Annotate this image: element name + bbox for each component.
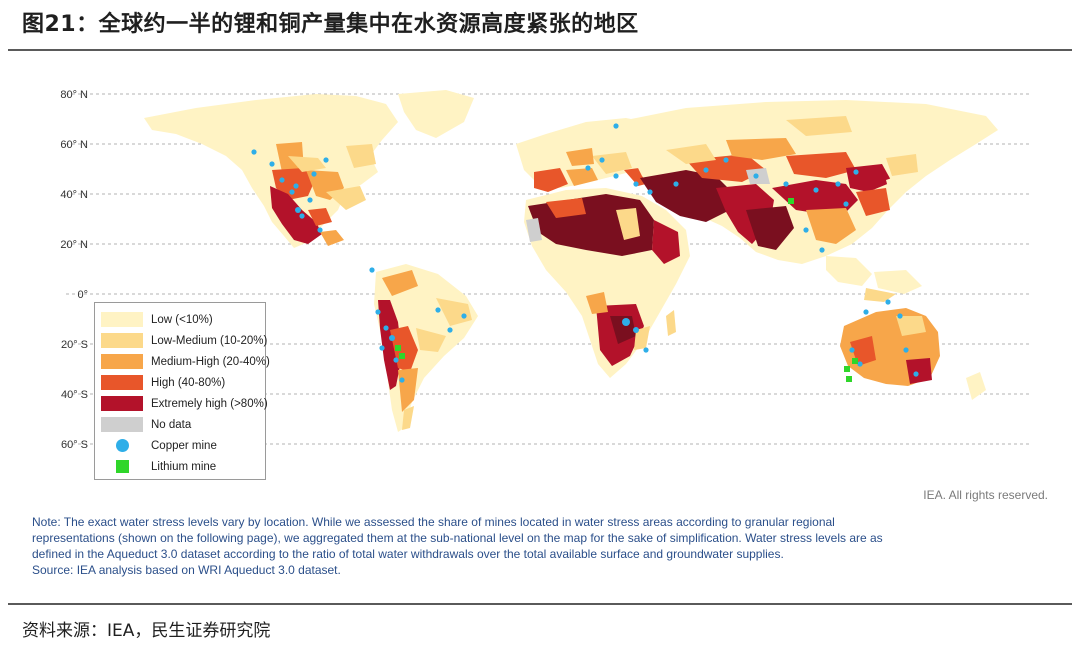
lat-label-60n: 60° N [60,139,88,151]
legend-swatch [101,333,143,348]
legend-swatch [101,417,143,432]
legend-item-high: High (40-80%) [101,372,259,393]
legend-item-no-data: No data [101,414,259,435]
legend-swatch [101,354,143,369]
lithium-mines [395,198,858,382]
asia [626,100,998,264]
map-legend: Low (<10%) Low-Medium (10-20%) Medium-Hi… [94,302,270,480]
legend-item-low: Low (<10%) [101,309,259,330]
legend-label: Low (<10%) [151,313,213,326]
page-title: 图21：全球约一半的锂和铜产量集中在水资源高度紧张的地区 [22,12,639,37]
title-divider [8,49,1072,51]
legend-label: Lithium mine [151,460,217,473]
legend-label: Medium-High (20-40%) [151,355,270,368]
legend-label: Low-Medium (10-20%) [151,334,268,347]
copper-mines [251,123,919,383]
legend-swatch [101,396,143,411]
rights-notice: IEA. All rights reserved. [923,488,1048,502]
lat-label-80n: 80° N [60,89,88,101]
page-source: 资料来源：IEA，民生证券研究院 [22,621,271,641]
legend-item-medium-high: Medium-High (20-40%) [101,351,270,372]
lithium-mine-icon [115,460,129,473]
lat-label-40s: 40° S [61,389,88,401]
africa [524,188,690,378]
legend-swatch [101,312,143,327]
greenland [398,90,474,138]
legend-label: Extremely high (>80%) [151,397,268,410]
lat-label-20n: 20° N [60,239,88,251]
legend-swatch [101,375,143,390]
legend-label: No data [151,418,192,431]
water-stress-map-figure: 80° N 60° N 40° N 20° N 0° 20° S 40° S 6… [26,60,1056,590]
map-note: Note: The exact water stress levels vary… [32,514,1052,578]
europe [516,118,666,192]
legend-label: Copper mine [151,439,217,452]
lat-label-60s: 60° S [61,439,88,451]
north-america [144,94,398,248]
legend-item-low-medium: Low-Medium (10-20%) [101,330,267,351]
australia [840,308,986,400]
source-divider [8,603,1072,605]
note-source-line: Source: IEA analysis based on WRI Aquedu… [32,563,341,577]
southeast-asia [826,256,922,302]
note-line: representations (shown on the following … [32,531,883,545]
legend-item-copper-mine: Copper mine [101,435,259,456]
south-america [374,264,478,432]
copper-mine-icon [115,439,129,452]
note-line: defined in the Aqueduct 3.0 dataset acco… [32,547,784,561]
note-line: Note: The exact water stress levels vary… [32,515,835,529]
latitude-labels: 80° N 60° N 40° N 20° N 0° 20° S 40° S 6… [60,89,88,451]
lat-label-20s: 20° S [61,339,88,351]
legend-item-lithium-mine: Lithium mine [101,456,259,477]
lat-label-0: 0° [77,289,88,301]
lat-label-40n: 40° N [60,189,88,201]
legend-label: High (40-80%) [151,376,226,389]
world-map: 80° N 60° N 40° N 20° N 0° 20° S 40° S 6… [60,89,1031,451]
legend-item-extremely-high: Extremely high (>80%) [101,393,268,414]
